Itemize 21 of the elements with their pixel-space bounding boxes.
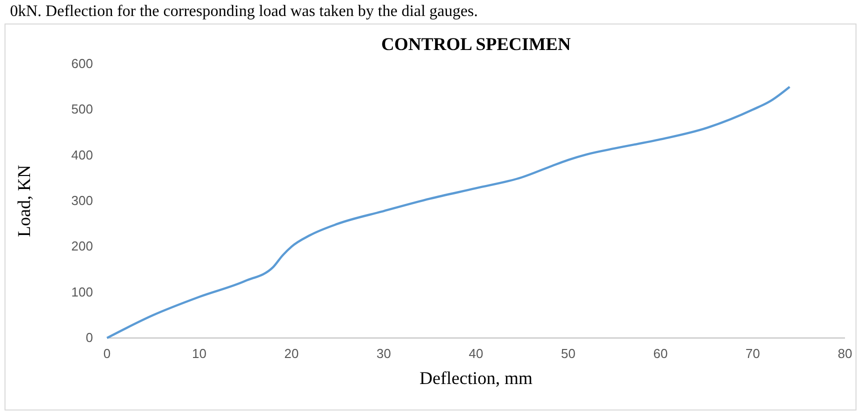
y-tick-label: 400 — [71, 147, 93, 162]
y-tick-label: 600 — [71, 56, 93, 71]
x-tick-label: 80 — [838, 346, 852, 361]
y-axis-title: Load, KN — [14, 165, 34, 237]
x-axis-title: Deflection, mm — [420, 368, 532, 388]
x-tick-label: 0 — [103, 346, 111, 361]
y-tick-label: 300 — [71, 193, 93, 208]
chart-title: CONTROL SPECIMEN — [381, 34, 571, 54]
x-tick-label: 70 — [746, 346, 760, 361]
y-tick-label: 200 — [71, 238, 93, 254]
x-tick-label: 10 — [192, 346, 206, 361]
x-tick-label: 40 — [468, 346, 484, 361]
y-tick-label: 0 — [86, 330, 93, 345]
x-tick-label: 20 — [284, 346, 299, 361]
text: 0kN. Deflection for the corresponding load was taken by the dial gauges. — [10, 3, 478, 20]
y-tick-label: 500 — [71, 102, 93, 117]
y-tick-label: 100 — [71, 284, 93, 300]
x-tick-label: 50 — [561, 346, 576, 361]
line-series — [106, 86, 791, 340]
x-tick-label: 30 — [376, 346, 391, 361]
x-tick-label: 60 — [653, 346, 668, 361]
